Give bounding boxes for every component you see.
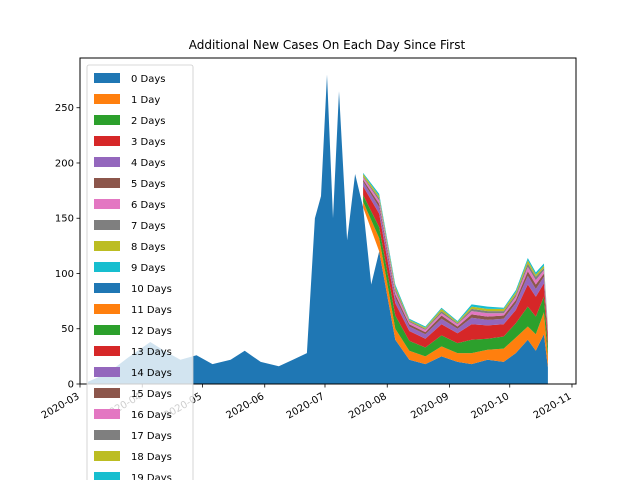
legend-swatch: [94, 199, 120, 209]
legend-label: 3 Days: [131, 137, 166, 148]
legend-label: 9 Days: [131, 263, 166, 274]
legend-swatch: [94, 283, 120, 293]
legend-swatch: [94, 220, 120, 230]
legend-label: 12 Days: [131, 326, 172, 337]
x-tick-label: 2020-07: [285, 391, 327, 421]
y-tick-label: 150: [55, 214, 74, 225]
x-tick-label: 2020-06: [225, 391, 267, 421]
y-tick-label: 100: [55, 269, 74, 280]
legend-label: 4 Days: [131, 158, 166, 169]
area-series-0: [88, 74, 548, 384]
legend-swatch: [94, 115, 120, 125]
legend-swatch: [94, 430, 120, 440]
legend-label: 11 Days: [131, 305, 172, 316]
legend-swatch: [94, 346, 120, 356]
legend-label: 17 Days: [131, 431, 172, 442]
y-axis: 0 50 100 150 200 250: [55, 103, 80, 391]
legend-label: 0 Days: [131, 74, 166, 85]
legend-label: 10 Days: [131, 284, 172, 295]
legend-swatch: [94, 367, 120, 377]
legend-swatch: [94, 472, 120, 480]
chart-title: Additional New Cases On Each Day Since F…: [189, 38, 466, 52]
legend-label: 5 Days: [131, 179, 166, 190]
legend-label: 6 Days: [131, 200, 166, 211]
legend-label: 13 Days: [131, 347, 172, 358]
legend-swatch: [94, 178, 120, 188]
legend-label: 1 Day: [131, 95, 160, 106]
y-tick-label: 0: [68, 380, 74, 391]
legend-label: 2 Days: [131, 116, 166, 127]
legend-label: 8 Days: [131, 242, 166, 253]
plot-frame: [79, 57, 577, 385]
legend-swatch: [94, 94, 120, 104]
legend-swatch: [94, 262, 120, 272]
y-tick-label: 200: [55, 158, 74, 169]
legend-swatch: [94, 451, 120, 461]
legend-label: 18 Days: [131, 452, 172, 463]
plot-areas: [88, 74, 548, 384]
legend-label: 14 Days: [131, 368, 172, 379]
legend-swatch: [94, 409, 120, 419]
x-tick-label: 2020-09: [409, 391, 451, 421]
legend-label: 7 Days: [131, 221, 166, 232]
legend: 0 Days 1 Day 2 Days 3 Days 4 Days 5 Days 6 Day…: [86, 64, 194, 480]
x-tick-label: 2020-11: [532, 391, 574, 421]
legend-label: 15 Days: [131, 389, 172, 400]
x-tick-label: 2020-03: [40, 391, 82, 421]
y-tick-label: 250: [55, 103, 74, 114]
legend-swatch: [94, 157, 120, 167]
x-tick-label: 2020-10: [470, 391, 512, 421]
legend-swatch: [94, 136, 120, 146]
legend-label: 19 Days: [131, 473, 172, 480]
legend-swatch: [94, 304, 120, 314]
legend-label: 16 Days: [131, 410, 172, 421]
y-tick-label: 50: [61, 324, 74, 335]
legend-swatch: [94, 73, 120, 83]
legend-swatch: [94, 325, 120, 335]
legend-swatch: [94, 388, 120, 398]
x-tick-label: 2020-08: [347, 391, 389, 421]
legend-swatch: [94, 241, 120, 251]
